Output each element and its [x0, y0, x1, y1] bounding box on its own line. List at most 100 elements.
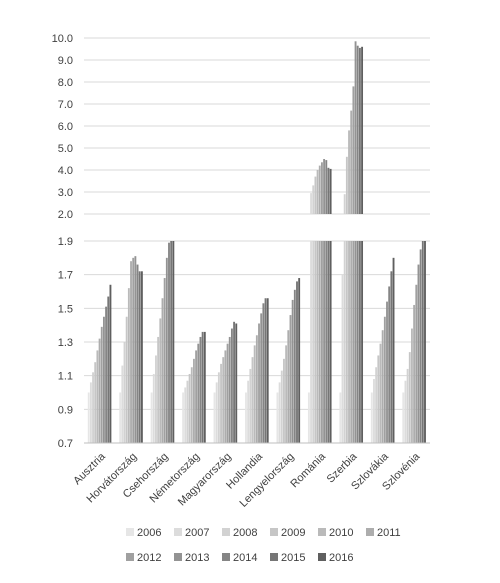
- bar-2010-7: [316, 241, 319, 443]
- bar-2008-4: [217, 372, 220, 443]
- bar-2015-5: [264, 298, 267, 443]
- bar-2011-1: [130, 261, 132, 443]
- bar-2013-10: [417, 264, 420, 443]
- bar-2007-2: [152, 373, 155, 443]
- bar-2009-2: [157, 336, 160, 443]
- bar-2008-5: [249, 368, 252, 443]
- legend-swatch-2015: [270, 553, 278, 561]
- bar-2014-10: [419, 249, 422, 443]
- bar-2007-6: [278, 382, 281, 443]
- bar-2013-4: [228, 336, 231, 443]
- bar-upper-2012-8: [352, 86, 355, 214]
- bar-upper-2014-7: [325, 160, 328, 214]
- bar-2016-2: [172, 241, 175, 443]
- bar-2012-7: [320, 241, 323, 443]
- bar-2009-0: [94, 362, 97, 443]
- y-tick-label-lower: 0.9: [58, 404, 73, 416]
- bar-2010-9: [379, 343, 382, 443]
- bar-2013-6: [291, 299, 294, 443]
- legend-swatch-2016: [318, 553, 326, 561]
- bar-2007-5: [247, 380, 250, 443]
- bar-2016-10: [424, 241, 426, 443]
- bar-2015-3: [201, 331, 204, 443]
- y-tick-label-upper: 10.0: [52, 33, 73, 45]
- bar-2010-10: [411, 328, 413, 443]
- bar-2010-3: [190, 367, 193, 443]
- bar-2009-7: [314, 241, 317, 443]
- bar-2015-0: [107, 296, 110, 443]
- bar-2009-3: [188, 373, 191, 443]
- bar-2009-5: [251, 357, 254, 443]
- bar-2014-0: [105, 306, 108, 443]
- bar-2009-1: [125, 316, 128, 443]
- legend-label: 2008: [233, 527, 257, 539]
- bar-2014-9: [388, 286, 391, 443]
- bar-2011-3: [193, 358, 195, 443]
- bar-2011-6: [287, 330, 290, 443]
- bar-2012-1: [132, 257, 135, 443]
- bar-2013-2: [165, 257, 168, 443]
- bar-upper-2012-7: [320, 162, 323, 214]
- y-tick-label-lower: 1.1: [58, 371, 73, 383]
- x-tick-label: Románia: [288, 450, 328, 490]
- legend: 2006 2007 2008 2009 2010 2011 2012 2013 2014 2015…: [126, 527, 401, 564]
- legend-swatch-2006: [126, 528, 134, 536]
- legend-swatch-2010: [318, 528, 326, 536]
- bar-2006-4: [213, 392, 216, 443]
- bar-upper-2009-7: [314, 176, 317, 214]
- y-tick-label-upper: 8.0: [58, 77, 73, 89]
- bar-2007-0: [89, 382, 92, 443]
- bar-2006-1: [119, 392, 122, 443]
- y-tick-label-lower: 1.3: [58, 337, 73, 349]
- bar-2009-10: [408, 352, 411, 443]
- bar-2007-9: [373, 379, 375, 443]
- bar-2009-8: [345, 241, 348, 443]
- bar-2011-5: [255, 335, 258, 443]
- bar-2015-10: [421, 241, 424, 443]
- legend-label: 2014: [233, 552, 257, 564]
- bar-2006-3: [182, 392, 185, 443]
- bar-upper-2010-8: [348, 130, 350, 214]
- bar-2016-3: [203, 331, 206, 443]
- bar-2008-0: [92, 372, 94, 443]
- bar-2013-5: [260, 313, 263, 443]
- bar-2016-0: [109, 284, 112, 443]
- bar-2012-5: [258, 323, 260, 443]
- bar-2009-9: [377, 355, 380, 443]
- legend-swatch-2012: [126, 553, 134, 561]
- y-tick-label-upper: 9.0: [58, 55, 73, 67]
- bar-2006-8: [339, 392, 342, 443]
- bar-2006-0: [87, 392, 90, 443]
- bar-2014-5: [262, 303, 265, 443]
- legend-label: 2007: [185, 527, 209, 539]
- bar-upper-2014-8: [356, 45, 359, 215]
- legend-label: 2009: [281, 527, 305, 539]
- y-tick-label-upper: 2.0: [58, 209, 73, 221]
- bar-2016-5: [266, 298, 269, 443]
- bar-2007-3: [184, 387, 187, 443]
- bar-2007-1: [121, 365, 124, 443]
- bar-2015-4: [233, 321, 236, 443]
- legend-label: 2015: [281, 552, 305, 564]
- y-tick-label-upper: 5.0: [58, 143, 73, 155]
- legend-swatch-2009: [270, 528, 278, 536]
- bar-upper-2013-7: [323, 159, 326, 214]
- bar-2013-0: [102, 316, 105, 443]
- bar-2016-9: [392, 257, 395, 443]
- bar-2012-3: [195, 350, 198, 443]
- y-tick-label-upper: 6.0: [58, 121, 73, 133]
- legend-swatch-2008: [222, 528, 230, 536]
- bar-2008-9: [375, 367, 378, 443]
- bar-2006-7: [307, 392, 310, 443]
- bar-2007-7: [310, 241, 313, 443]
- bar-2012-0: [100, 326, 103, 443]
- bar-2014-8: [356, 241, 359, 443]
- bar-upper-2011-8: [350, 110, 353, 214]
- bar-2010-2: [159, 318, 162, 443]
- bar-2013-9: [386, 301, 388, 443]
- bar-2008-10: [406, 368, 409, 443]
- bar-upper-2011-7: [318, 165, 321, 214]
- bar-2010-0: [96, 350, 99, 443]
